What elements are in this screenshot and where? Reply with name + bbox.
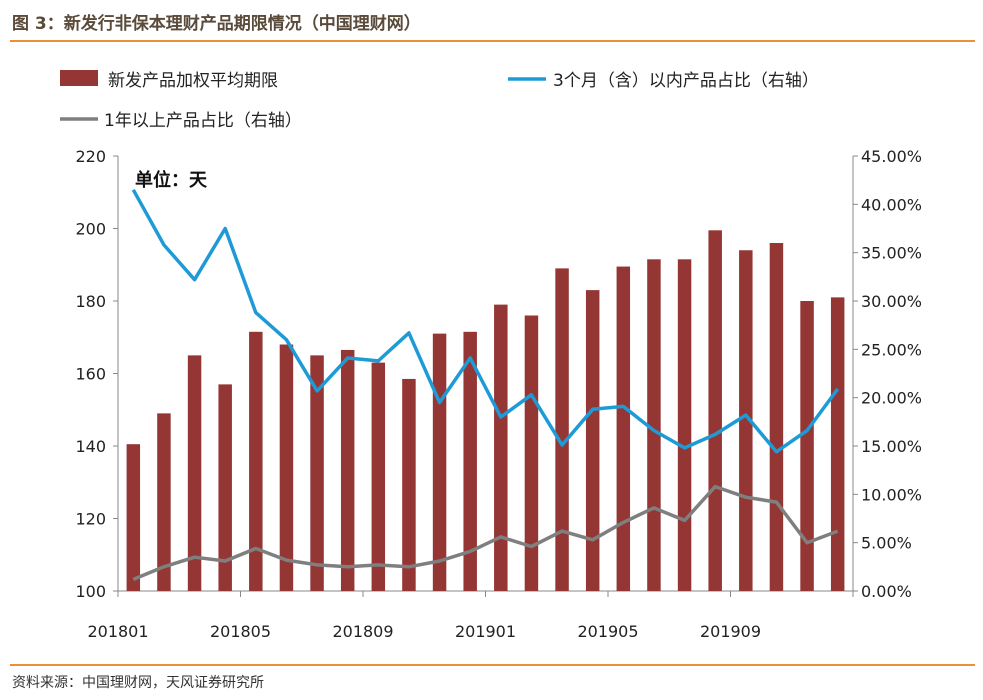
bar bbox=[402, 378, 416, 591]
unit-label: 单位：天 bbox=[135, 169, 208, 191]
bar bbox=[187, 355, 202, 591]
bar bbox=[585, 290, 600, 591]
legend-label-1yr: 1年以上产品占比（右轴） bbox=[104, 111, 302, 131]
right-axis-tick-label: 20.00% bbox=[861, 389, 922, 408]
bar bbox=[616, 266, 631, 591]
right-axis-tick-label: 5.00% bbox=[861, 534, 912, 553]
right-axis-tick-label: 45.00% bbox=[861, 147, 922, 166]
bar bbox=[279, 344, 294, 591]
bar bbox=[677, 259, 692, 591]
bar bbox=[249, 331, 263, 591]
bar bbox=[340, 349, 355, 591]
x-axis-tick-label: 201905 bbox=[577, 622, 638, 641]
left-axis-tick-label: 120 bbox=[75, 510, 106, 529]
right-axis-tick-label: 30.00% bbox=[861, 292, 922, 311]
legend-swatch-bar bbox=[60, 70, 98, 86]
series-line-1yr-plus bbox=[132, 484, 839, 582]
right-axis-tick-label: 25.00% bbox=[861, 340, 922, 359]
figure-title: 图 3：新发行非保本理财产品期限情况（中国理财网） bbox=[12, 14, 421, 34]
left-axis-tick-label: 220 bbox=[75, 147, 106, 166]
bar bbox=[126, 444, 141, 591]
bar bbox=[432, 333, 447, 591]
left-axis-tick-label: 200 bbox=[75, 220, 106, 239]
right-axis-tick-label: 40.00% bbox=[861, 195, 922, 214]
series-line-3m-or-less bbox=[131, 188, 840, 454]
source-note: 资料来源：中国理财网，天风证券研究所 bbox=[12, 675, 264, 691]
bar bbox=[800, 301, 814, 591]
legend-label-3m: 3个月（含）以内产品占比（右轴） bbox=[553, 71, 819, 91]
bar bbox=[524, 315, 539, 591]
bar bbox=[708, 230, 722, 591]
right-axis-tick-label: 0.00% bbox=[861, 582, 912, 601]
left-axis-tick-label: 160 bbox=[75, 365, 106, 384]
bar bbox=[157, 413, 171, 591]
x-axis-tick-label: 201909 bbox=[700, 622, 761, 641]
bar bbox=[555, 268, 569, 591]
x-axis-tick-label: 201805 bbox=[210, 622, 271, 641]
legend-label-bar: 新发产品加权平均期限 bbox=[108, 71, 278, 91]
left-axis-tick-label: 100 bbox=[75, 582, 106, 601]
x-axis-tick-label: 201901 bbox=[455, 622, 516, 641]
bar bbox=[494, 304, 508, 591]
left-axis-tick-label: 140 bbox=[75, 437, 106, 456]
bar bbox=[463, 331, 477, 591]
bar bbox=[830, 297, 845, 591]
chart-svg: 100 120 140 160 180 200 220 0.00% 5.00% 10.00% 15.… bbox=[60, 70, 922, 641]
top-divider bbox=[10, 40, 975, 42]
x-axis-tick-label: 201809 bbox=[332, 622, 393, 641]
x-axis-tick-label: 201801 bbox=[87, 622, 148, 641]
bottom-divider bbox=[10, 664, 975, 666]
bar bbox=[310, 355, 324, 591]
right-axis-tick-label: 35.00% bbox=[861, 244, 922, 263]
left-axis-tick-label: 180 bbox=[75, 292, 106, 311]
bar bbox=[769, 243, 784, 591]
bar bbox=[739, 250, 753, 591]
right-axis-tick-label: 15.00% bbox=[861, 437, 922, 456]
bar bbox=[218, 384, 232, 591]
bar bbox=[371, 362, 386, 591]
right-axis-tick-label: 10.00% bbox=[861, 485, 922, 504]
